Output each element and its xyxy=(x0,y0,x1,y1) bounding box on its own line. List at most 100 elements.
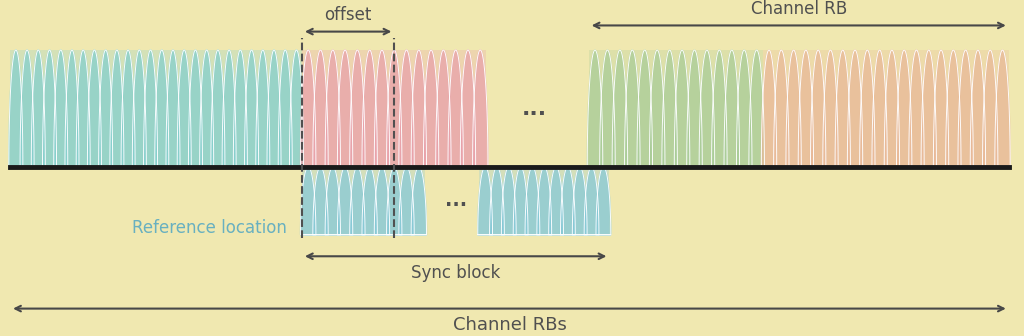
Polygon shape xyxy=(301,167,315,235)
Polygon shape xyxy=(600,50,615,167)
Polygon shape xyxy=(836,50,850,167)
Polygon shape xyxy=(436,50,451,167)
Polygon shape xyxy=(301,50,315,167)
Polygon shape xyxy=(922,50,936,167)
Polygon shape xyxy=(625,50,640,167)
Polygon shape xyxy=(279,50,292,167)
Polygon shape xyxy=(76,50,90,167)
Polygon shape xyxy=(971,50,985,167)
Polygon shape xyxy=(513,167,528,235)
Polygon shape xyxy=(909,50,924,167)
Polygon shape xyxy=(774,50,788,167)
Polygon shape xyxy=(65,50,79,167)
Polygon shape xyxy=(637,50,652,167)
Bar xyxy=(589,50,763,167)
Polygon shape xyxy=(612,50,628,167)
Polygon shape xyxy=(313,167,328,235)
Text: Sync block: Sync block xyxy=(411,264,501,282)
Text: Channel RB: Channel RB xyxy=(751,0,847,18)
Polygon shape xyxy=(98,50,113,167)
Bar xyxy=(763,50,1009,167)
Polygon shape xyxy=(699,50,715,167)
Polygon shape xyxy=(325,50,340,167)
Polygon shape xyxy=(649,50,665,167)
Polygon shape xyxy=(290,50,303,167)
Polygon shape xyxy=(537,167,552,235)
Polygon shape xyxy=(143,50,158,167)
Polygon shape xyxy=(43,50,56,167)
Polygon shape xyxy=(245,50,259,167)
Polygon shape xyxy=(325,167,340,235)
Polygon shape xyxy=(572,167,587,235)
Polygon shape xyxy=(662,50,678,167)
Polygon shape xyxy=(267,50,281,167)
Polygon shape xyxy=(375,50,389,167)
Polygon shape xyxy=(786,50,801,167)
Polygon shape xyxy=(472,50,487,167)
Text: ...: ... xyxy=(444,192,467,210)
Polygon shape xyxy=(233,50,248,167)
Polygon shape xyxy=(177,50,191,167)
Polygon shape xyxy=(983,50,997,167)
Polygon shape xyxy=(460,50,475,167)
Text: offset: offset xyxy=(325,6,372,24)
Polygon shape xyxy=(387,167,401,235)
Polygon shape xyxy=(749,50,765,167)
Polygon shape xyxy=(799,50,813,167)
Polygon shape xyxy=(349,50,365,167)
Text: Channel RBs: Channel RBs xyxy=(453,316,566,334)
Polygon shape xyxy=(362,50,377,167)
Polygon shape xyxy=(674,50,690,167)
Polygon shape xyxy=(596,167,610,235)
Polygon shape xyxy=(362,167,377,235)
Polygon shape xyxy=(489,167,505,235)
Polygon shape xyxy=(687,50,702,167)
Polygon shape xyxy=(32,50,45,167)
Polygon shape xyxy=(313,50,328,167)
Polygon shape xyxy=(995,50,1010,167)
Polygon shape xyxy=(387,50,401,167)
Polygon shape xyxy=(155,50,169,167)
Polygon shape xyxy=(256,50,269,167)
Polygon shape xyxy=(885,50,899,167)
Polygon shape xyxy=(447,50,463,167)
Polygon shape xyxy=(897,50,911,167)
Bar xyxy=(302,167,425,235)
Polygon shape xyxy=(811,50,825,167)
Polygon shape xyxy=(166,50,180,167)
Polygon shape xyxy=(958,50,973,167)
Polygon shape xyxy=(872,50,887,167)
Polygon shape xyxy=(399,167,414,235)
Polygon shape xyxy=(337,50,352,167)
Polygon shape xyxy=(399,50,414,167)
Polygon shape xyxy=(736,50,752,167)
Polygon shape xyxy=(860,50,874,167)
Polygon shape xyxy=(9,50,23,167)
Polygon shape xyxy=(200,50,214,167)
Polygon shape xyxy=(132,50,146,167)
Polygon shape xyxy=(946,50,961,167)
Polygon shape xyxy=(87,50,101,167)
Bar xyxy=(302,50,486,167)
Text: ...: ... xyxy=(522,98,547,119)
Polygon shape xyxy=(549,167,563,235)
Polygon shape xyxy=(222,50,237,167)
Polygon shape xyxy=(110,50,124,167)
Polygon shape xyxy=(848,50,862,167)
Polygon shape xyxy=(712,50,727,167)
Polygon shape xyxy=(587,50,603,167)
Polygon shape xyxy=(823,50,838,167)
Bar xyxy=(10,50,302,167)
Polygon shape xyxy=(188,50,203,167)
Polygon shape xyxy=(411,167,426,235)
Polygon shape xyxy=(121,50,135,167)
Polygon shape xyxy=(337,167,352,235)
Polygon shape xyxy=(525,167,540,235)
Polygon shape xyxy=(375,167,389,235)
Polygon shape xyxy=(560,167,575,235)
Polygon shape xyxy=(724,50,739,167)
Polygon shape xyxy=(934,50,948,167)
Polygon shape xyxy=(211,50,225,167)
Polygon shape xyxy=(478,167,493,235)
Polygon shape xyxy=(349,167,365,235)
